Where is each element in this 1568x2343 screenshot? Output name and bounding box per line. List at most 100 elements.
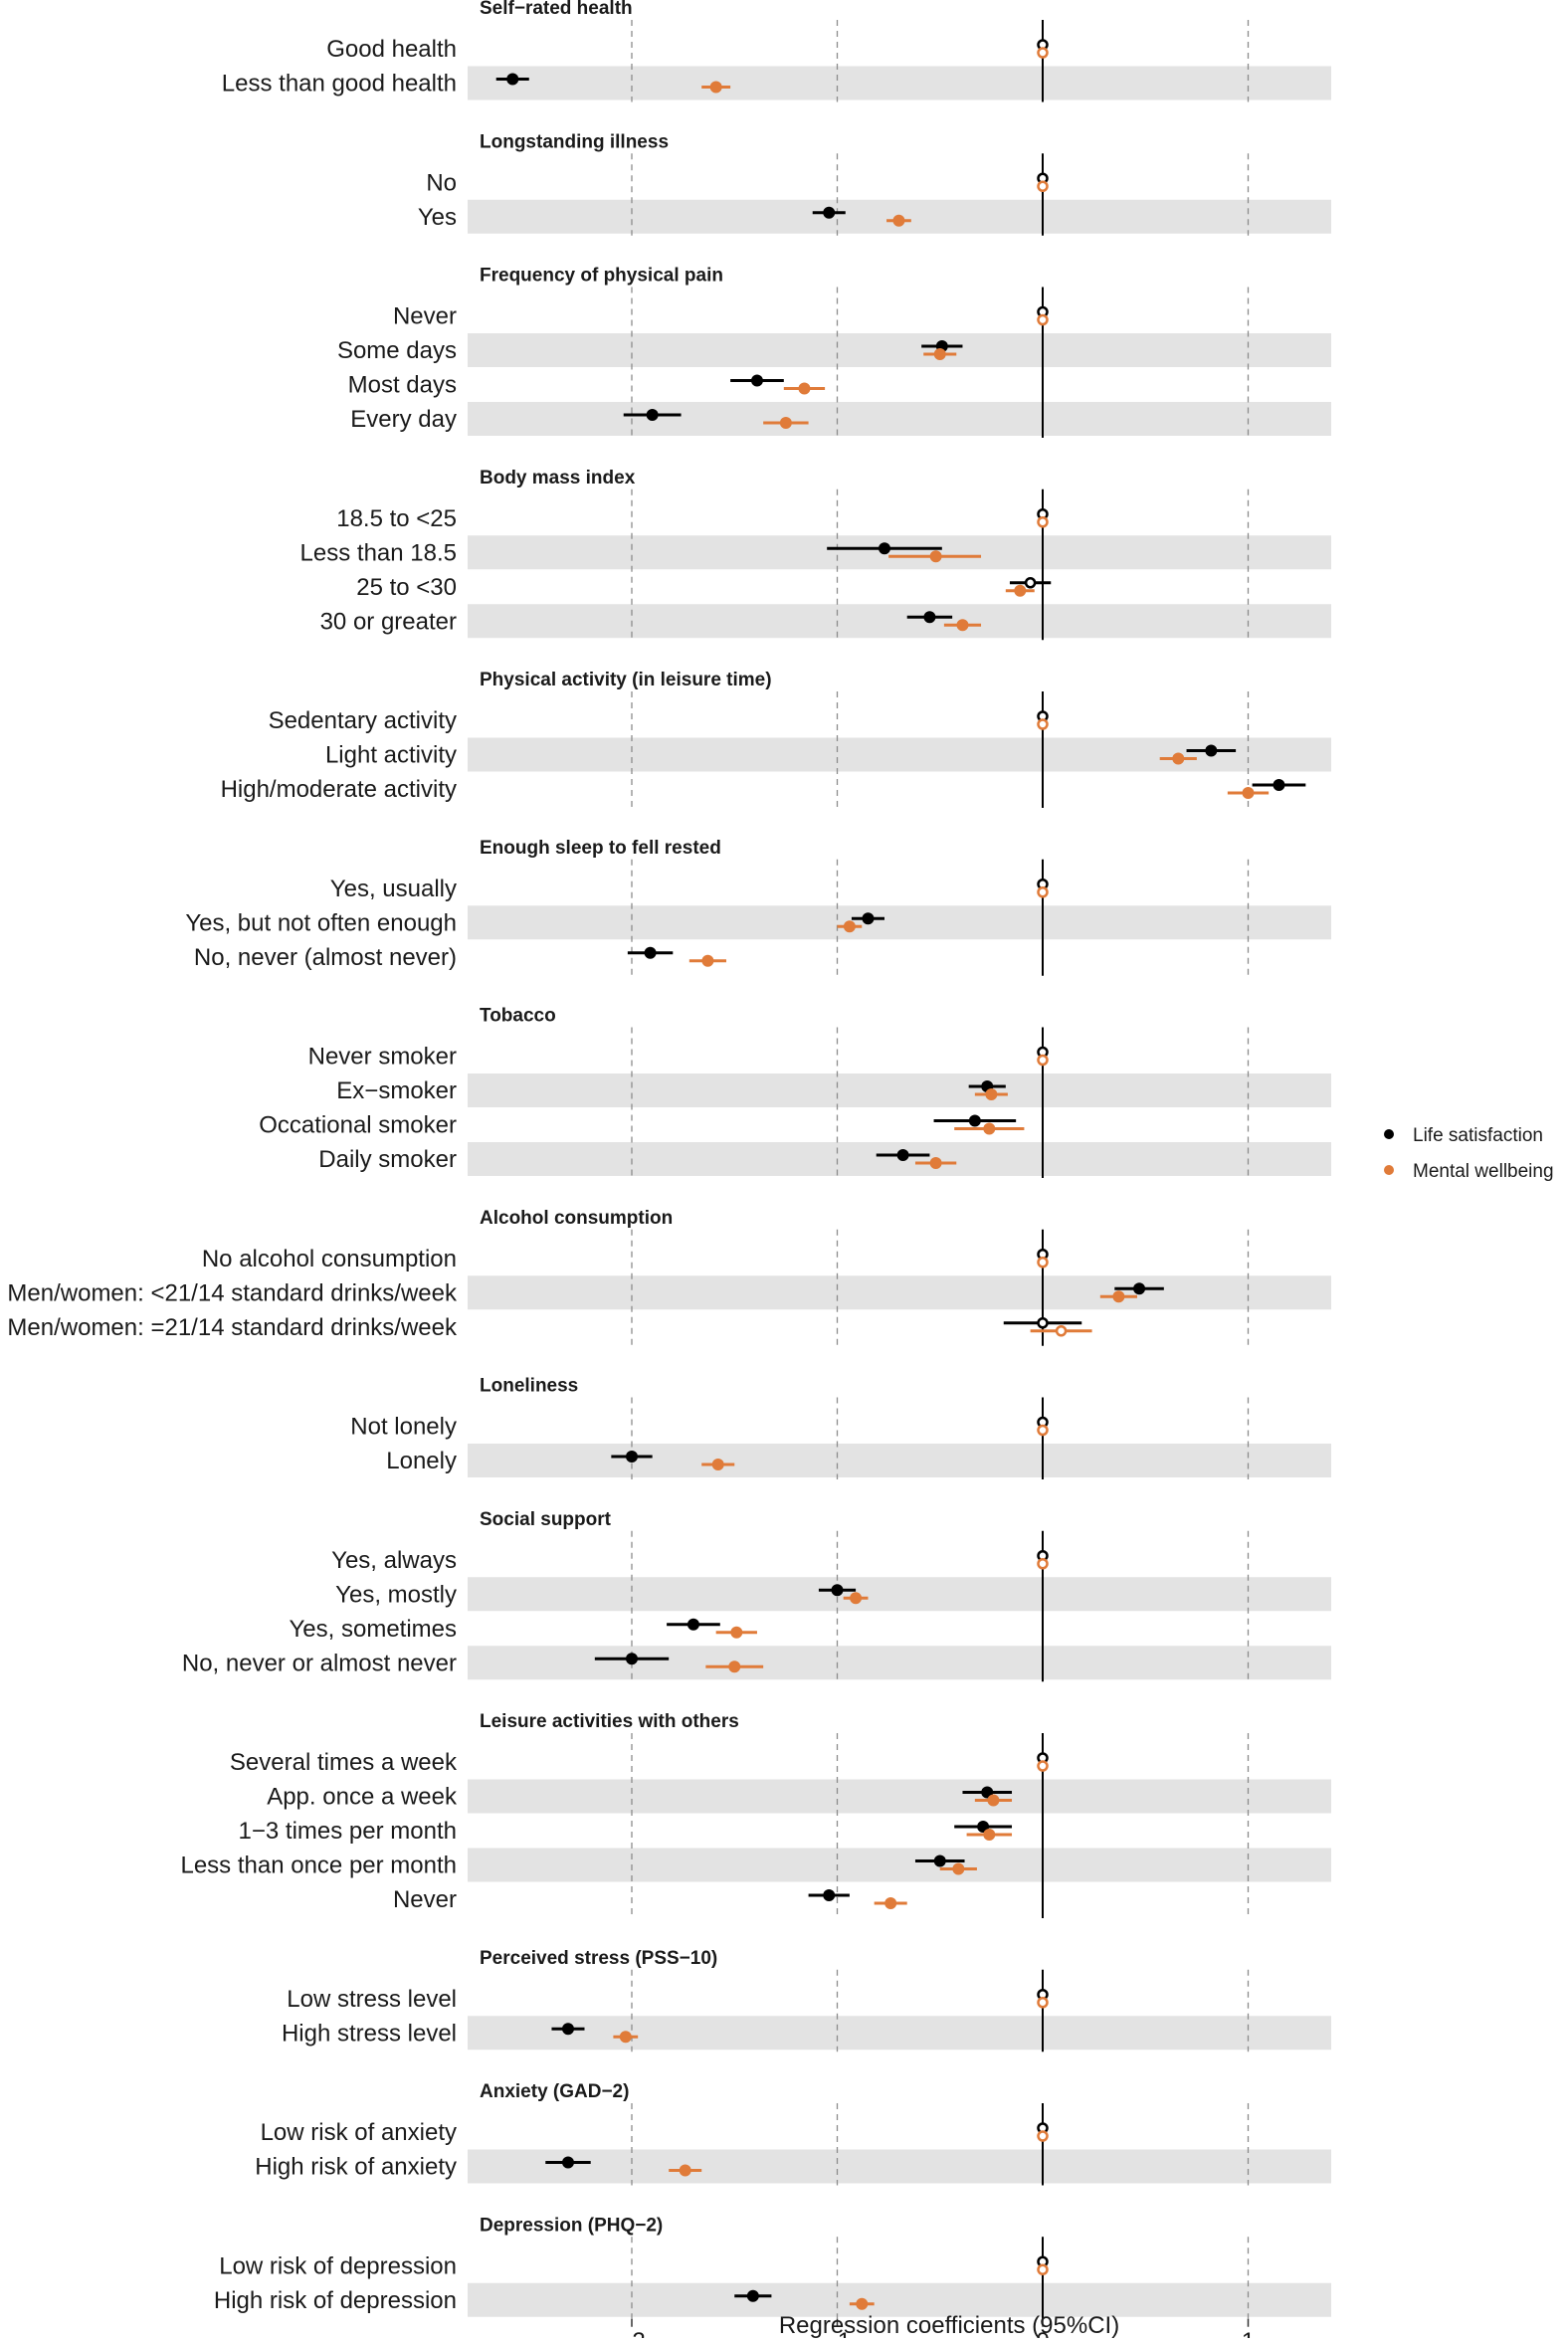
mw-point [1037,1997,1049,2009]
row-label: Yes, sometimes [289,1616,457,1643]
ls-point [878,542,890,555]
ls-point [1133,1282,1146,1295]
group-title: Body mass index [480,468,636,488]
group-title: Anxiety (GAD−2) [480,2081,629,2102]
estimate-marks [495,39,1306,2310]
row-label: Yes, mostly [335,1581,457,1608]
group-title: Frequency of physical pain [480,266,723,287]
ls-point [646,409,659,421]
mw-point [1014,584,1027,597]
row-label: No alcohol consumption [202,1246,457,1272]
mw-point [1037,180,1049,192]
row-label: High stress level [282,2020,457,2047]
row-label: 18.5 to <25 [336,505,457,532]
row-band [468,604,1331,639]
row-labels: Self−rated health Good health Less than go… [7,0,771,2314]
mw-point [730,1626,743,1639]
row-band [468,905,1331,940]
x-tick-label: −2 [618,2328,645,2338]
row-label: Low risk of depression [219,2252,457,2279]
mw-point [884,1897,897,1909]
mw-point [1037,2263,1049,2275]
group-title: Longstanding illness [480,131,669,152]
mw-point [1037,2130,1049,2142]
x-axis-title: Regression coefficients (95%CI) [779,2312,1119,2338]
row-label: Men/women: =21/14 standard drinks/week [7,1314,458,1341]
group-title: Leisure activities with others [480,1711,739,1732]
ls-point [750,374,763,387]
mw-point [929,550,942,563]
row-label: Light activity [325,742,457,769]
ls-point [933,1855,946,1867]
mw-point [1037,313,1049,326]
ls-point [561,2156,574,2169]
ls-point [923,611,936,624]
row-label: High risk of depression [214,2287,457,2314]
row-label: Daily smoker [318,1146,457,1173]
row-label: Men/women: <21/14 standard drinks/week [7,1279,458,1306]
ls-point [896,1149,909,1161]
ls-point [831,1584,844,1597]
mw-point [1037,516,1049,528]
row-band [468,1577,1331,1612]
row-band [468,66,1331,100]
row-label: Good health [326,36,457,63]
mw-point [1112,1290,1125,1303]
row-label: Sedentary activity [269,707,457,734]
row-label: Every day [350,406,457,433]
row-label: Yes [418,204,457,231]
mw-point [711,1459,724,1470]
row-label: Never [393,1886,457,1913]
mw-point [1242,787,1255,799]
legend-label-mw: Mental wellbeing [1413,1161,1554,1182]
mw-point [983,1829,996,1841]
row-band [468,737,1331,772]
ls-point [686,1618,699,1631]
mw-point [1037,47,1049,59]
mw-point [1037,1257,1049,1269]
row-label: Lonely [386,1448,457,1474]
group-title: Enough sleep to fell rested [480,838,721,859]
row-label: Occational smoker [259,1112,457,1139]
row-label: Yes, but not often enough [185,909,457,936]
row-label: 25 to <30 [356,574,457,601]
ls-point [823,206,836,219]
row-band [468,402,1331,436]
mw-point [1037,1558,1049,1570]
ls-point [1024,577,1037,589]
mw-point [933,348,946,360]
legend-label-ls: Life satisfaction [1413,1125,1543,1146]
row-band [468,2149,1331,2184]
ls-point [626,1653,638,1665]
mw-point [779,417,792,429]
mw-point [985,1088,998,1100]
ls-point [746,2289,759,2302]
mw-point [850,1592,863,1605]
row-band [468,333,1331,367]
row-band [468,1275,1331,1310]
row-label: Ex−smoker [336,1077,457,1104]
ls-point [1037,1317,1049,1329]
mw-point [701,954,714,967]
mw-point [856,2297,869,2310]
row-band [468,1646,1331,1680]
group-title: Tobacco [480,1006,556,1027]
mw-point [956,619,969,632]
ls-point [1273,779,1285,791]
ls-point [1205,744,1218,757]
mw-point [679,2164,691,2177]
row-label: Low risk of anxiety [261,2119,457,2146]
row-label: Most days [348,372,457,399]
mw-point [952,1862,965,1875]
mw-point [1037,718,1049,730]
row-band [468,1848,1331,1882]
group-title: Self−rated health [480,0,633,19]
row-label: 1−3 times per month [239,1818,457,1845]
ls-point [968,1114,981,1127]
row-label: App. once a week [267,1784,458,1811]
row-label: Some days [337,337,457,364]
mw-point [709,81,722,94]
row-label: Never [393,303,457,330]
row-band [468,535,1331,570]
